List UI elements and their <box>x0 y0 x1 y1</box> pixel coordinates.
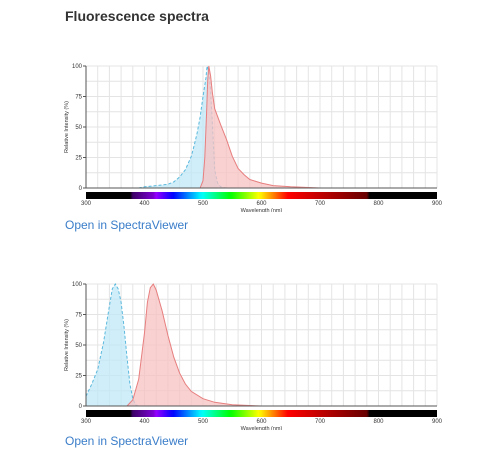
x-axis-label: Wavelength (nm) <box>241 208 283 212</box>
emission-line <box>126 283 262 407</box>
spectra-chart-2: 0 25 50 75 100 300 400 500 600 700 800 900 Wavelengt… <box>0 270 496 452</box>
x-axis-label: Wavelength (nm) <box>241 426 283 430</box>
x-tick-label: 600 <box>256 419 267 425</box>
x-tick-label: 400 <box>139 201 150 207</box>
x-tick-label: 900 <box>432 419 443 425</box>
wavelength-spectrum-bar <box>86 192 437 199</box>
y-tick-label: 100 <box>72 64 83 70</box>
x-tick-label: 500 <box>198 201 209 207</box>
x-tick-label: 700 <box>315 201 326 207</box>
y-tick-label: 100 <box>72 282 83 288</box>
y-tick-label: 75 <box>75 95 82 101</box>
spectra-chart-1: 0 25 50 75 100 300 400 500 600 700 800 900 Wavelengt… <box>0 52 496 234</box>
open-spectraviewer-link-2[interactable]: Open in SpectraViewer <box>65 434 189 448</box>
emission-area <box>127 284 262 406</box>
excitation-area <box>86 284 139 406</box>
wavelength-spectrum-bar <box>86 410 437 417</box>
y-tick-label: 0 <box>79 404 83 410</box>
spectra-plot-2: 0 25 50 75 100 300 400 500 600 700 800 900 Wavelengt… <box>64 282 443 430</box>
y-tick-label: 25 <box>75 156 82 162</box>
x-tick-label: 600 <box>256 201 267 207</box>
x-tick-label: 800 <box>373 419 384 425</box>
x-tick-label: 900 <box>432 201 443 207</box>
y-axis-label: Relative Intensity (%) <box>64 101 70 153</box>
y-tick-label: 75 <box>75 313 82 319</box>
y-tick-label: 25 <box>75 374 82 380</box>
y-tick-label: 50 <box>75 343 82 349</box>
emission-line <box>199 65 321 189</box>
page-title: Fluorescence spectra <box>65 8 209 24</box>
y-tick-label: 50 <box>75 125 82 131</box>
x-tick-label: 500 <box>198 419 209 425</box>
x-tick-label: 400 <box>139 419 150 425</box>
open-spectraviewer-link-1[interactable]: Open in SpectraViewer <box>65 218 189 232</box>
spectra-plot-1: 0 25 50 75 100 300 400 500 600 700 800 900 Wavelengt… <box>64 64 443 212</box>
x-tick-label: 800 <box>373 201 384 207</box>
y-tick-label: 0 <box>79 186 83 192</box>
x-tick-label: 700 <box>315 419 326 425</box>
x-tick-label: 300 <box>81 419 92 425</box>
emission-area <box>200 66 320 188</box>
x-tick-label: 300 <box>81 201 92 207</box>
excitation-line <box>85 283 139 407</box>
y-axis-label: Relative Intensity (%) <box>64 319 70 371</box>
